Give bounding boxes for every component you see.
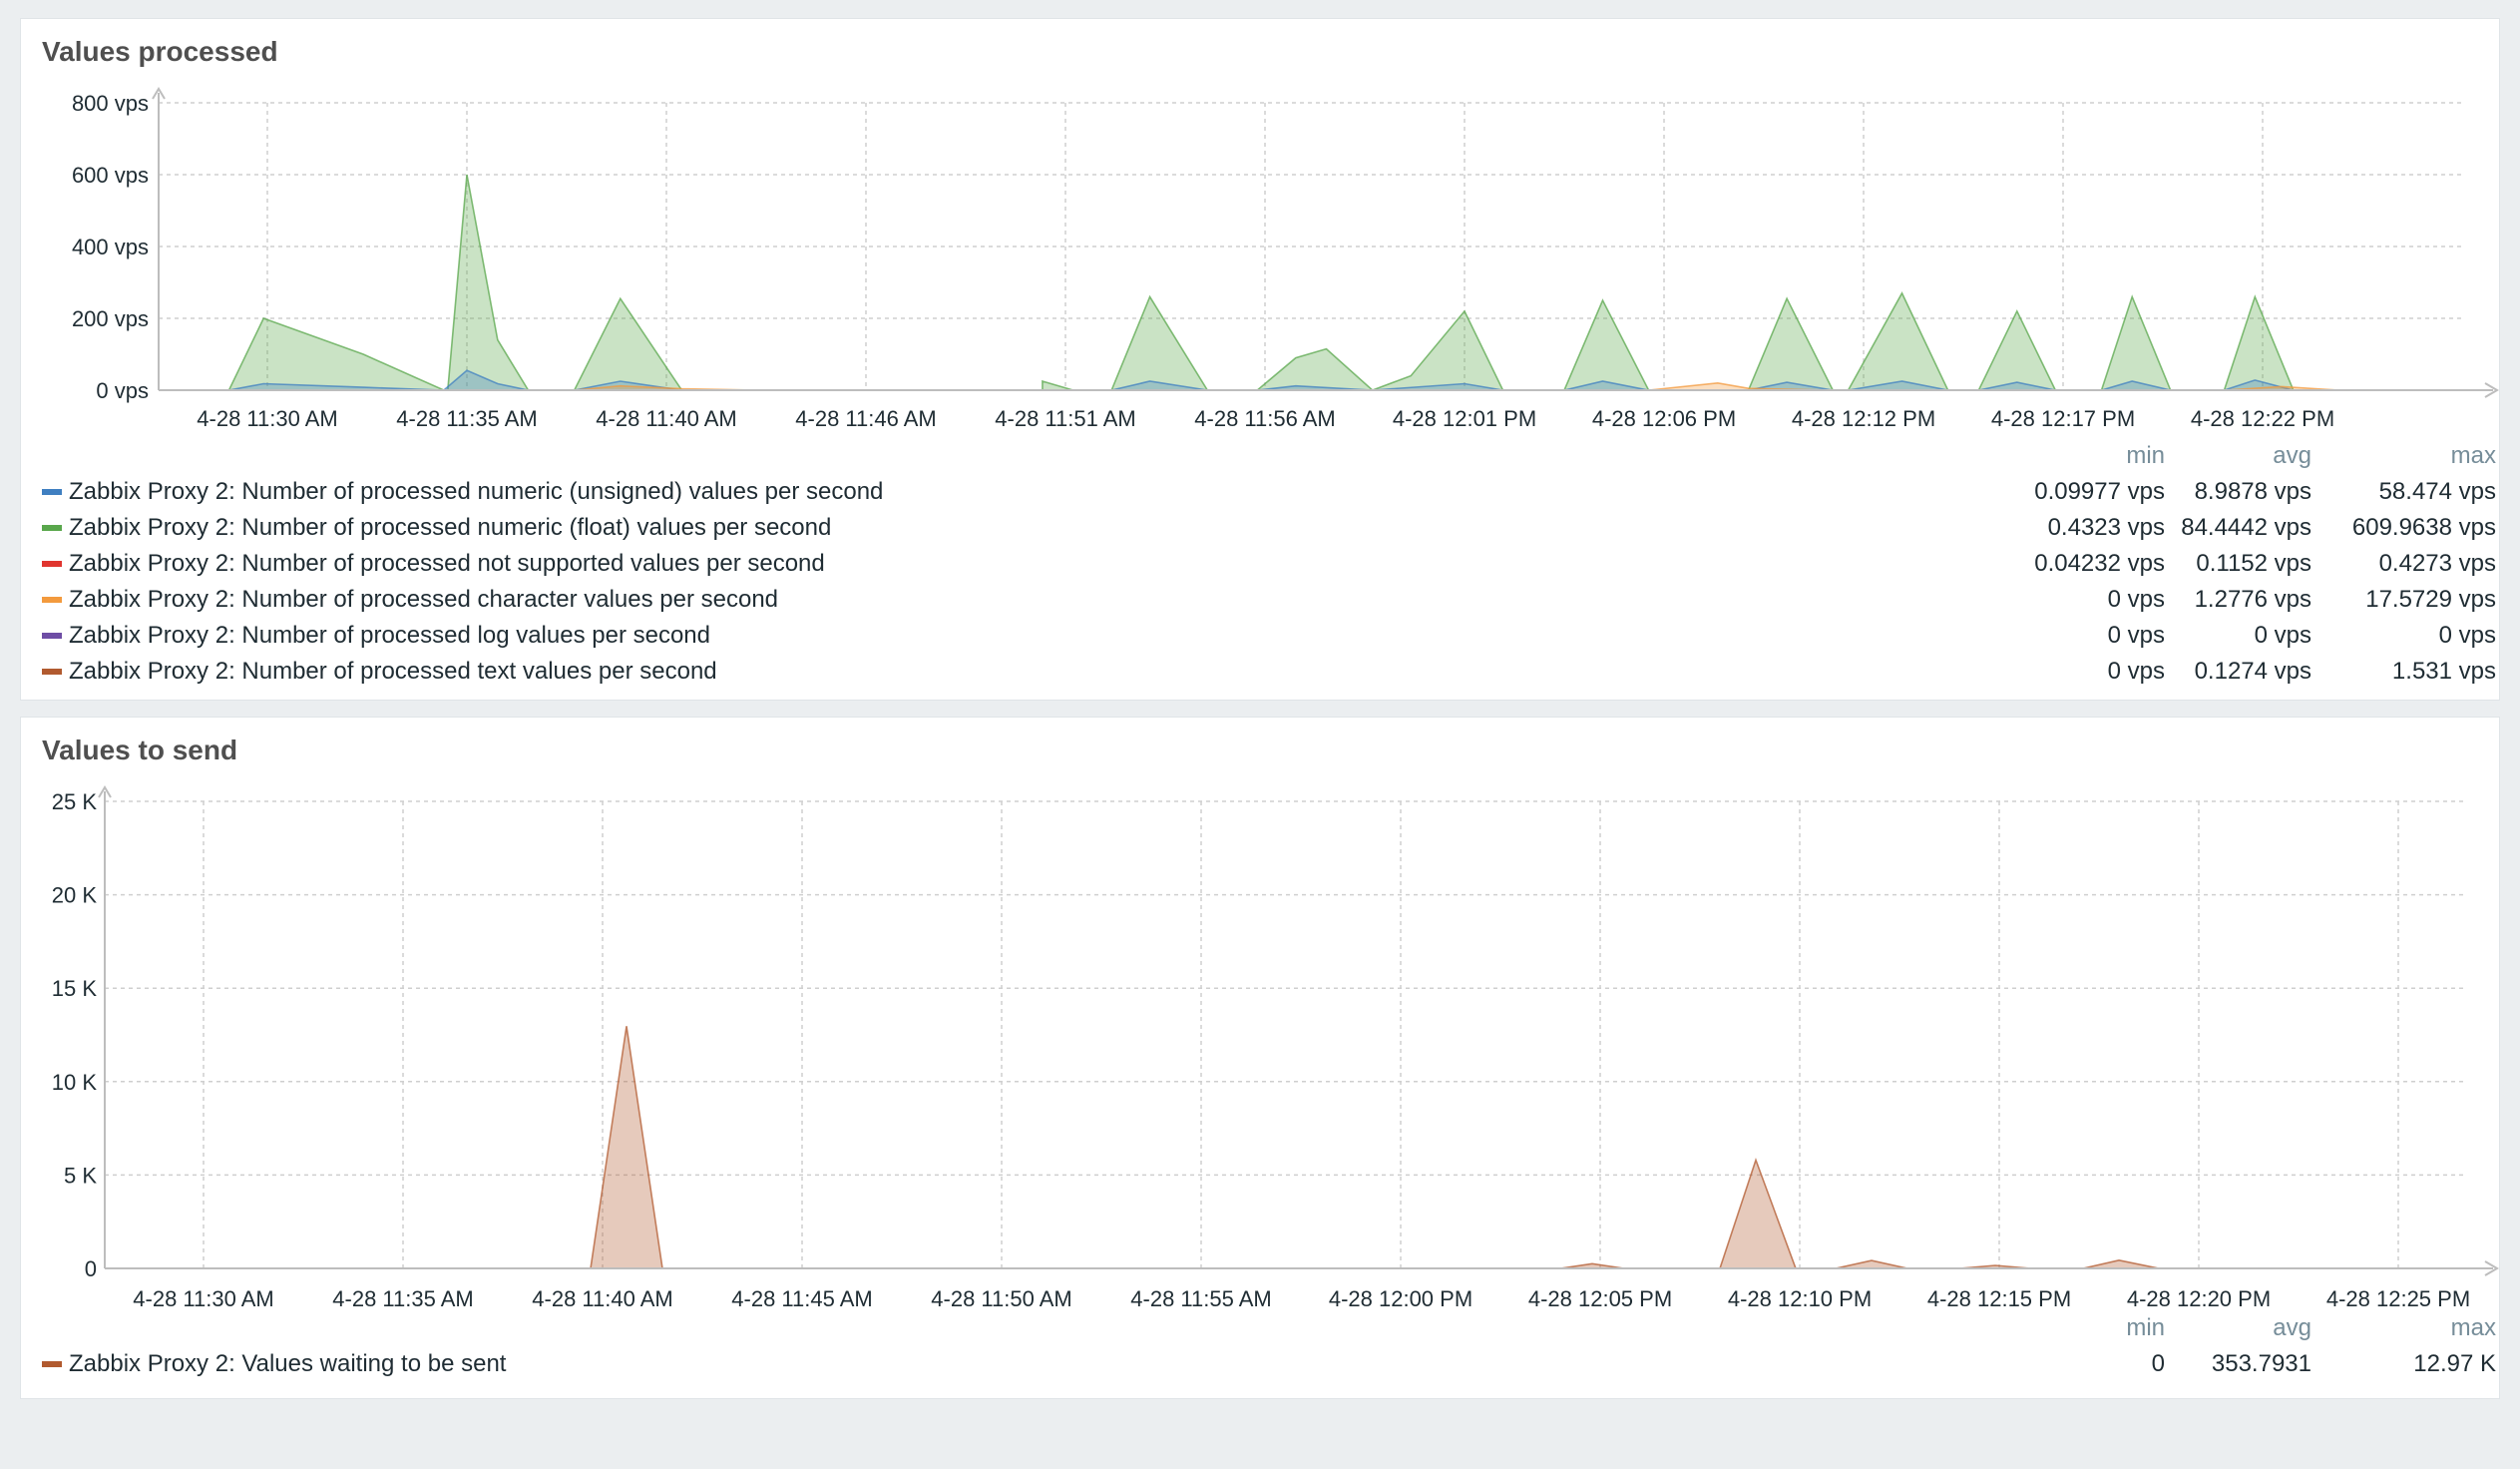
x-tick-label: 4-28 12:15 PM xyxy=(1927,1286,2071,1310)
values-processed-chart: 0 vps 200 vps 400 vps 600 vps 800 vps 4-28 11… xyxy=(72,87,2499,431)
y-tick-label: 0 xyxy=(85,1256,97,1281)
x-tick-label: 4-28 12:01 PM xyxy=(1393,406,1536,431)
legend-label: Zabbix Proxy 2: Number of processed nume… xyxy=(69,478,884,505)
x-tick-label: 4-28 11:55 AM xyxy=(1130,1286,1271,1310)
x-tick-label: 4-28 12:05 PM xyxy=(1528,1286,1672,1310)
legend-swatch xyxy=(42,1361,62,1367)
y-tick-label: 600 vps xyxy=(72,163,149,188)
x-tick-label: 4-28 11:35 AM xyxy=(396,406,537,431)
stat-header-avg: avg xyxy=(2273,442,2311,469)
legend-swatch xyxy=(42,597,62,603)
legend-stat-header: min avg max xyxy=(42,1310,2496,1346)
legend-min-value: 0.04232 vps xyxy=(2034,550,2165,577)
y-tick-label: 800 vps xyxy=(72,91,149,116)
x-tick-label: 4-28 11:51 AM xyxy=(995,406,1135,431)
y-tick-label: 400 vps xyxy=(72,235,149,259)
x-tick-label: 4-28 12:10 PM xyxy=(1728,1286,1872,1310)
x-tick-label: 4-28 12:06 PM xyxy=(1592,406,1736,431)
x-tick-label: 4-28 12:17 PM xyxy=(1991,406,2135,431)
legend-item: Zabbix Proxy 2: Number of processed nume… xyxy=(42,474,2496,510)
y-axis-arrow xyxy=(152,87,166,100)
y-tick-label: 10 K xyxy=(52,1070,98,1095)
x-tick-label: 4-28 11:40 AM xyxy=(596,406,736,431)
legend-max-value: 12.97 K xyxy=(2413,1350,2496,1377)
legend-avg-value: 1.2776 vps xyxy=(2194,586,2311,613)
legend-min-value: 0.09977 vps xyxy=(2034,478,2165,505)
x-tick-label: 4-28 12:00 PM xyxy=(1329,1286,1472,1310)
legend-label: Zabbix Proxy 2: Number of processed text… xyxy=(69,658,717,685)
x-tick-label: 4-28 12:12 PM xyxy=(1792,406,1935,431)
x-tick-label: 4-28 11:40 AM xyxy=(532,1286,672,1310)
x-tick-label: 4-28 11:30 AM xyxy=(133,1286,273,1310)
x-tick-label: 4-28 12:25 PM xyxy=(2326,1286,2470,1310)
widget-title: Values processed xyxy=(42,36,278,67)
x-tick-label: 4-28 12:22 PM xyxy=(2191,406,2334,431)
legend-label: Zabbix Proxy 2: Number of processed nume… xyxy=(69,514,832,541)
legend-swatch xyxy=(42,489,62,495)
legend-max-value: 609.9638 vps xyxy=(2351,514,2496,541)
legend-min-value: 0.4323 vps xyxy=(2047,514,2165,541)
legend-item: Zabbix Proxy 2: Number of processed char… xyxy=(42,582,2496,618)
legend-item: Zabbix Proxy 2: Number of processed nume… xyxy=(42,510,2496,546)
y-tick-label: 200 vps xyxy=(72,306,149,331)
y-tick-label: 25 K xyxy=(52,789,98,814)
legend-item: Zabbix Proxy 2: Number of processed text… xyxy=(42,654,2496,690)
legend-item: Zabbix Proxy 2: Number of processed log … xyxy=(42,618,2496,654)
y-tick-label: 5 K xyxy=(64,1163,97,1188)
legend-avg-value: 0 vps xyxy=(2254,622,2311,649)
y-tick-label: 20 K xyxy=(52,883,98,908)
legend-avg-value: 353.7931 xyxy=(2211,1350,2311,1377)
values-to-send-widget: Values to send 0 5 K 10 K 15 K 20 K 25 K 4-28 … xyxy=(20,717,2500,1399)
stat-header-min: min xyxy=(2126,1314,2165,1341)
series-area xyxy=(191,174,759,391)
legend-label: Zabbix Proxy 2: Number of processed log … xyxy=(69,622,710,649)
legend-label: Zabbix Proxy 2: Number of processed not … xyxy=(69,550,825,577)
x-tick-label: 4-28 12:20 PM xyxy=(2127,1286,2271,1310)
x-axis-arrow xyxy=(2484,382,2499,398)
values-processed-widget: Values processed 0 vps 200 vps 400 vps 600 … xyxy=(20,18,2500,701)
stat-header-avg: avg xyxy=(2273,1314,2311,1341)
legend-max-value: 0.4273 vps xyxy=(2378,550,2496,577)
legend-item: Zabbix Proxy 2: Values waiting to be sen… xyxy=(42,1346,2496,1382)
legend-min-value: 0 vps xyxy=(2107,658,2165,685)
x-tick-label: 4-28 11:35 AM xyxy=(332,1286,473,1310)
x-tick-label: 4-28 11:56 AM xyxy=(1194,406,1335,431)
legend-max-value: 0 vps xyxy=(2438,622,2496,649)
legend-max-value: 1.531 vps xyxy=(2391,658,2496,685)
legend-label: Zabbix Proxy 2: Values waiting to be sen… xyxy=(69,1350,507,1377)
widget-title: Values to send xyxy=(42,734,238,765)
legend-min-value: 0 vps xyxy=(2107,622,2165,649)
legend-swatch xyxy=(42,561,62,567)
values-to-send-chart: 0 5 K 10 K 15 K 20 K 25 K 4-28 11:30 AM 4-28 11… xyxy=(52,785,2499,1310)
legend-max-value: 58.474 vps xyxy=(2378,478,2496,505)
legend-avg-value: 0.1274 vps xyxy=(2194,658,2311,685)
legend-avg-value: 0.1152 vps xyxy=(2196,550,2311,577)
legend-min-value: 0 xyxy=(2151,1350,2165,1377)
legend-avg-value: 8.9878 vps xyxy=(2194,478,2311,505)
legend-label: Zabbix Proxy 2: Number of processed char… xyxy=(69,586,779,613)
series-area xyxy=(112,1026,2438,1269)
legend-min-value: 0 vps xyxy=(2107,586,2165,613)
x-tick-label: 4-28 11:30 AM xyxy=(197,406,337,431)
y-axis-arrow xyxy=(98,785,112,798)
legend-max-value: 17.5729 vps xyxy=(2365,586,2496,613)
x-tick-label: 4-28 11:50 AM xyxy=(931,1286,1071,1310)
series-area xyxy=(1042,291,2339,391)
x-tick-label: 4-28 11:46 AM xyxy=(795,406,936,431)
legend-avg-value: 84.4442 vps xyxy=(2181,514,2311,541)
legend-swatch xyxy=(42,525,62,531)
x-axis-arrow xyxy=(2484,1260,2499,1276)
stat-header-min: min xyxy=(2126,442,2165,469)
legend-item: Zabbix Proxy 2: Number of processed not … xyxy=(42,546,2496,582)
stat-header-max: max xyxy=(2450,442,2496,469)
legend-stat-header: min avg max xyxy=(42,438,2496,474)
y-tick-label: 0 vps xyxy=(96,378,149,403)
legend-swatch xyxy=(42,633,62,639)
legend-swatch xyxy=(42,669,62,675)
stat-header-max: max xyxy=(2450,1314,2496,1341)
y-tick-label: 15 K xyxy=(52,976,98,1001)
x-tick-label: 4-28 11:45 AM xyxy=(731,1286,872,1310)
